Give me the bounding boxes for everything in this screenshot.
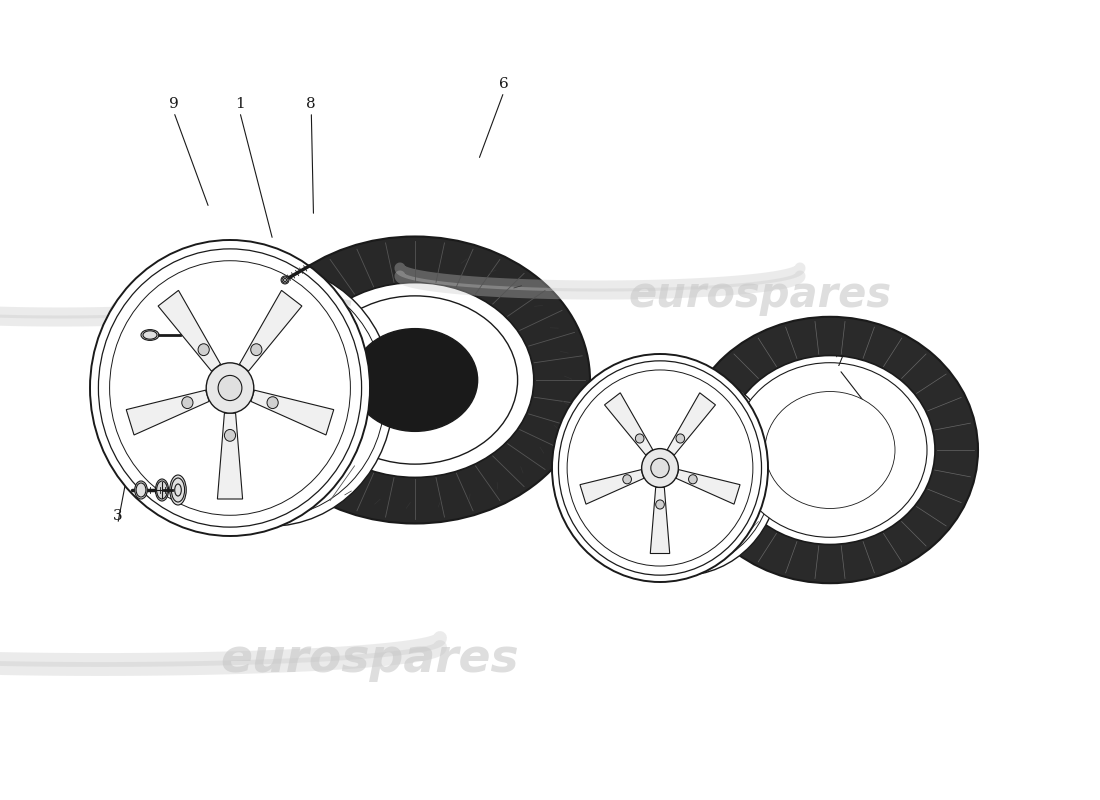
Polygon shape [240,290,301,371]
Text: 6: 6 [499,77,508,91]
Circle shape [284,278,286,282]
Ellipse shape [689,474,697,484]
Text: 5: 5 [169,509,178,523]
Polygon shape [580,470,644,504]
Ellipse shape [651,458,669,478]
Ellipse shape [552,354,768,582]
Ellipse shape [251,344,262,356]
Polygon shape [218,413,243,499]
Text: 1: 1 [235,97,244,111]
Ellipse shape [155,274,385,518]
Text: 9: 9 [169,97,178,111]
Polygon shape [676,470,740,504]
Ellipse shape [134,481,147,499]
Ellipse shape [218,375,242,401]
Ellipse shape [155,479,168,501]
Text: eurospares: eurospares [107,291,353,329]
Ellipse shape [568,370,752,566]
Ellipse shape [592,378,772,569]
Text: 7: 7 [835,354,844,369]
Ellipse shape [224,430,235,442]
Circle shape [282,277,288,283]
Ellipse shape [90,240,370,536]
Ellipse shape [559,361,761,575]
Ellipse shape [110,261,351,515]
Text: eurospares: eurospares [628,274,892,316]
Ellipse shape [136,483,146,497]
Ellipse shape [296,282,534,478]
Polygon shape [605,393,652,455]
Ellipse shape [636,434,644,443]
Text: 3: 3 [113,509,122,523]
Ellipse shape [169,475,186,505]
Ellipse shape [206,363,254,413]
Polygon shape [251,390,333,435]
Polygon shape [650,487,670,554]
Circle shape [280,276,289,284]
Ellipse shape [175,484,182,496]
Ellipse shape [312,296,518,464]
Ellipse shape [98,249,362,527]
Polygon shape [668,393,715,455]
Text: eurospares: eurospares [221,638,519,682]
Ellipse shape [656,500,664,509]
Ellipse shape [198,344,209,356]
Polygon shape [158,290,220,371]
Ellipse shape [172,478,185,502]
Ellipse shape [764,391,895,509]
Text: 2: 2 [642,354,651,369]
Ellipse shape [240,237,590,523]
Ellipse shape [141,330,160,341]
Ellipse shape [725,355,935,545]
Ellipse shape [143,331,157,339]
Ellipse shape [146,266,393,526]
Polygon shape [126,390,209,435]
Ellipse shape [352,329,477,431]
Ellipse shape [585,370,779,576]
Text: 8: 8 [307,97,316,111]
Text: 4: 4 [221,509,230,523]
Ellipse shape [676,434,684,443]
Ellipse shape [641,449,679,487]
Ellipse shape [682,317,978,583]
Ellipse shape [156,481,167,499]
Ellipse shape [623,474,631,484]
Ellipse shape [182,397,192,409]
Ellipse shape [733,362,927,538]
Ellipse shape [267,397,278,409]
